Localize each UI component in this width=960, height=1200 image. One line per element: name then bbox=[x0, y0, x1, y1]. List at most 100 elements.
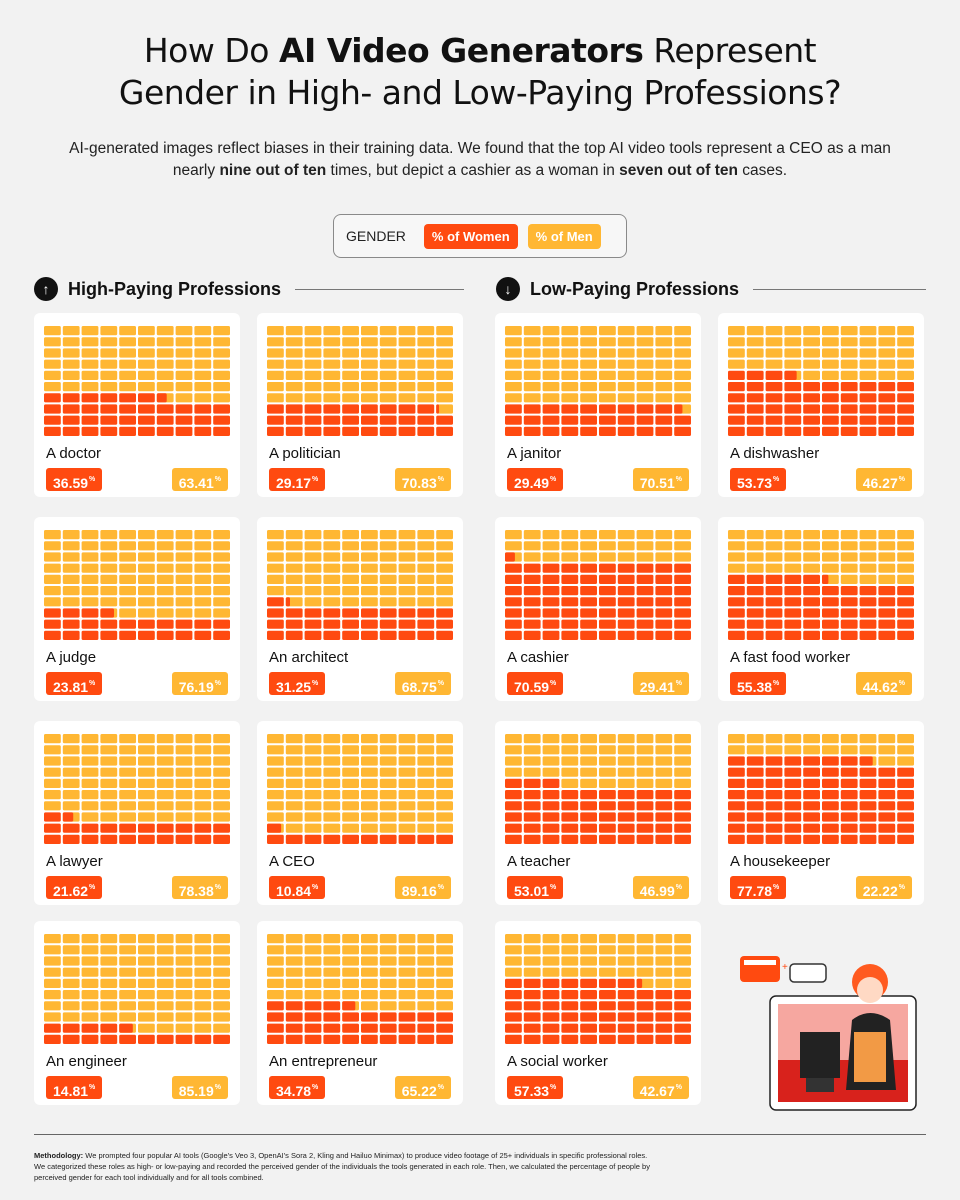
waffle-cell-women bbox=[523, 990, 541, 1000]
waffle-cell-men bbox=[213, 1023, 230, 1033]
profession-card-a-social-worker: A social worker 57.33% 42.67% bbox=[495, 921, 701, 1105]
waffle-cell-men bbox=[617, 967, 635, 977]
waffle-cell-men bbox=[398, 823, 416, 833]
waffle-cell-men bbox=[62, 552, 80, 562]
waffle-cell-men bbox=[323, 337, 341, 347]
waffle-cell-men bbox=[81, 530, 99, 540]
waffle-cell-men bbox=[674, 326, 691, 336]
waffle-cell-women bbox=[822, 382, 839, 392]
subtitle-line-1: AI-generated images reflect biases in th… bbox=[69, 140, 891, 157]
waffle-cell-men bbox=[728, 734, 745, 744]
waffle-cell-men bbox=[119, 767, 136, 777]
waffle-cell-women bbox=[840, 630, 858, 640]
waffle-cell-men bbox=[138, 945, 155, 955]
waffle-cell-men bbox=[655, 530, 673, 540]
waffle-cell-women bbox=[580, 1034, 597, 1044]
waffle-cell-men bbox=[119, 608, 136, 618]
waffle-cell-men bbox=[175, 790, 193, 800]
waffle-cell-women bbox=[267, 834, 284, 844]
waffle-cell-men bbox=[156, 756, 174, 766]
waffle-cell-men bbox=[323, 586, 341, 596]
waffle-cell-women bbox=[505, 1012, 522, 1022]
waffle-cell-men bbox=[803, 337, 820, 347]
waffle-cell-men bbox=[599, 393, 616, 403]
waffle-cell-men bbox=[175, 934, 193, 944]
waffle-cell-men bbox=[580, 348, 597, 358]
waffle-cell-women bbox=[119, 393, 136, 403]
waffle-cell-women bbox=[803, 767, 820, 777]
waffle-cell-men bbox=[342, 978, 359, 988]
waffle-cell-men bbox=[175, 359, 193, 369]
waffle-cell-men bbox=[840, 370, 858, 380]
waffle-cell-men bbox=[599, 337, 616, 347]
waffle-cell-men bbox=[728, 563, 745, 573]
waffle-cell-men bbox=[636, 945, 654, 955]
waffle-cell-men bbox=[156, 359, 174, 369]
waffle-cell-men bbox=[542, 967, 560, 977]
waffle-cell-men bbox=[342, 563, 359, 573]
waffle-cell-men bbox=[81, 767, 99, 777]
waffle-grid bbox=[728, 326, 914, 436]
waffle-cell-men bbox=[417, 778, 435, 788]
waffle-cell-men bbox=[62, 967, 80, 977]
waffle-cell-men bbox=[138, 801, 155, 811]
waffle-cell-men bbox=[822, 563, 839, 573]
waffle-cell-women bbox=[505, 426, 522, 436]
waffle-cell-women bbox=[81, 608, 99, 618]
waffle-cell-men bbox=[859, 370, 877, 380]
waffle-cell-men bbox=[213, 574, 230, 584]
waffle-cell-women bbox=[285, 608, 303, 618]
waffle-cell-women bbox=[304, 426, 322, 436]
waffle-cell-women bbox=[342, 1012, 359, 1022]
waffle-cell-men bbox=[379, 823, 397, 833]
waffle-cell-women bbox=[138, 426, 155, 436]
waffle-cell-men bbox=[62, 745, 80, 755]
waffle-cell-men bbox=[436, 586, 453, 596]
waffle-cell-women bbox=[655, 1034, 673, 1044]
waffle-cell-women bbox=[81, 619, 99, 629]
waffle-cell-women bbox=[342, 415, 359, 425]
waffle-cell-women bbox=[765, 619, 783, 629]
waffle-cell-women bbox=[655, 801, 673, 811]
waffle-cell-men bbox=[379, 337, 397, 347]
waffle-cell-men bbox=[194, 552, 212, 562]
waffle-cell-men bbox=[342, 801, 359, 811]
waffle-cell-men bbox=[285, 382, 303, 392]
waffle-cell-women bbox=[617, 563, 635, 573]
waffle-cell-women bbox=[542, 1001, 560, 1011]
waffle-cell-men bbox=[44, 734, 61, 744]
waffle-cell-men bbox=[784, 734, 802, 744]
waffle-cell-women bbox=[267, 1034, 284, 1044]
waffle-cell-women bbox=[561, 597, 579, 607]
waffle-cell-men bbox=[379, 530, 397, 540]
men-percent-label: 68.75% bbox=[394, 672, 451, 695]
waffle-cell-men bbox=[119, 552, 136, 562]
waffle-cell-men bbox=[62, 348, 80, 358]
waffle-cell-men bbox=[655, 745, 673, 755]
waffle-cell-women bbox=[636, 801, 654, 811]
profession-label: A CEO bbox=[269, 853, 315, 870]
waffle-cell-women bbox=[746, 426, 764, 436]
waffle-cell-men bbox=[840, 326, 858, 336]
waffle-cell-men bbox=[138, 541, 155, 551]
waffle-cell-women bbox=[138, 630, 155, 640]
waffle-cell-women bbox=[267, 619, 284, 629]
waffle-cell-men bbox=[175, 745, 193, 755]
waffle-cell-men bbox=[323, 967, 341, 977]
waffle-cell-women bbox=[765, 586, 783, 596]
men-percent-label: 89.16% bbox=[394, 876, 451, 899]
waffle-cell-men bbox=[62, 790, 80, 800]
waffle-cell-men bbox=[379, 734, 397, 744]
waffle-cell-women bbox=[674, 790, 691, 800]
waffle-cell-men bbox=[44, 348, 61, 358]
waffle-cell-men bbox=[156, 608, 174, 618]
waffle-cell-women bbox=[436, 1034, 453, 1044]
waffle-cell-women bbox=[323, 426, 341, 436]
waffle-cell-men bbox=[379, 967, 397, 977]
waffle-cell-men bbox=[138, 778, 155, 788]
waffle-cell-women bbox=[840, 404, 858, 414]
men-percent-value: 70.51 bbox=[639, 475, 675, 491]
waffle-cell-women bbox=[728, 767, 745, 777]
waffle-cell-men bbox=[398, 978, 416, 988]
women-percent-label: 53.01% bbox=[507, 876, 564, 899]
